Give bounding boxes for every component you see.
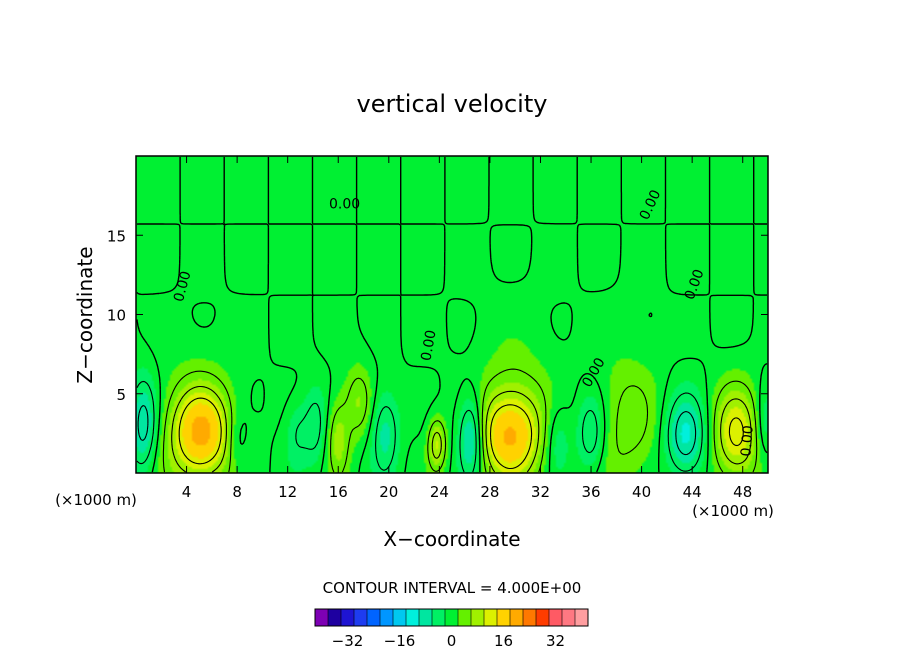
- colorbar-label: 32: [546, 632, 565, 650]
- plot-area: 0.00 0.000.000.000.000.000.00: [135, 155, 769, 474]
- colorbar-swatch: [575, 609, 589, 626]
- contour-value-label: 0.00: [329, 196, 360, 212]
- x-tick-label: 12: [278, 483, 297, 501]
- colorbar-label: 16: [494, 632, 513, 650]
- colorbar-swatch: [354, 609, 368, 626]
- contour-value-label: 0.00: [171, 269, 195, 303]
- contour-line-negative: [137, 404, 697, 456]
- contour-line-positive: [171, 385, 752, 473]
- contour-lines: [136, 157, 768, 473]
- colorbar-swatch: [315, 609, 329, 626]
- colorbar-swatch: [484, 609, 498, 626]
- contour-line-zero: [136, 157, 768, 473]
- colorbar-swatch: [328, 609, 342, 626]
- x-axis-label: X−coordinate: [383, 527, 520, 551]
- colorbar-swatch: [497, 609, 511, 626]
- x-tick-label: 44: [683, 483, 702, 501]
- x-axis: 4 8 12 16 20 24 28 32 36 40 44 48: [182, 156, 752, 501]
- colorbar-swatch: [419, 609, 433, 626]
- x-tick-label: 4: [182, 483, 192, 501]
- x-tick-label: 24: [430, 483, 449, 501]
- x-tick-label: 40: [632, 483, 651, 501]
- colorbar: −32 −16 0 16 32: [314, 608, 589, 650]
- colorbar-swatch: [536, 609, 550, 626]
- x-tick-label: 48: [733, 483, 752, 501]
- y-axis: 5 10 15: [107, 227, 768, 404]
- colorbar-swatch: [458, 609, 472, 626]
- colorbar-swatch: [367, 609, 381, 626]
- colorbar-swatch: [471, 609, 485, 626]
- colorbar-label: −32: [332, 632, 364, 650]
- colorbar-label: 0: [447, 632, 457, 650]
- colorbar-swatch: [432, 609, 446, 626]
- y-tick-label: 15: [107, 227, 126, 245]
- colorbar-swatch: [523, 609, 537, 626]
- y-tick-label: 10: [107, 307, 126, 325]
- x-unit-right: (×1000 m): [692, 502, 774, 520]
- contour-line-negative: [136, 380, 703, 473]
- x-tick-label: 16: [329, 483, 348, 501]
- contour-interval-text: CONTOUR INTERVAL = 4.000E+00: [323, 579, 582, 597]
- contour-line-positive: [178, 397, 744, 470]
- colorbar-label: −16: [384, 632, 416, 650]
- x-tick-label: 20: [379, 483, 398, 501]
- colorbar-swatch: [562, 609, 576, 626]
- colorbar-swatch: [549, 609, 563, 626]
- contour-field: [136, 156, 768, 473]
- x-tick-label: 32: [531, 483, 550, 501]
- chart-title: vertical velocity: [357, 90, 548, 118]
- contour-value-label: 0.00: [738, 425, 757, 457]
- y-tick-label: 5: [116, 386, 126, 404]
- x-tick-label: 28: [480, 483, 499, 501]
- y-axis-label: Z−coordinate: [73, 246, 97, 383]
- x-unit-left: (×1000 m): [55, 491, 137, 509]
- colorbar-swatch: [380, 609, 394, 626]
- x-tick-label: 36: [581, 483, 600, 501]
- contour-value-label: 0.00: [418, 329, 439, 362]
- x-tick-label: 8: [232, 483, 242, 501]
- contour-line-positive: [162, 368, 758, 473]
- colorbar-swatch: [510, 609, 524, 626]
- colorbar-frame: [314, 608, 589, 627]
- colorbar-swatch: [445, 609, 459, 626]
- colorbar-swatch: [406, 609, 420, 626]
- colorbar-swatch: [341, 609, 355, 626]
- colorbar-swatch: [393, 609, 407, 626]
